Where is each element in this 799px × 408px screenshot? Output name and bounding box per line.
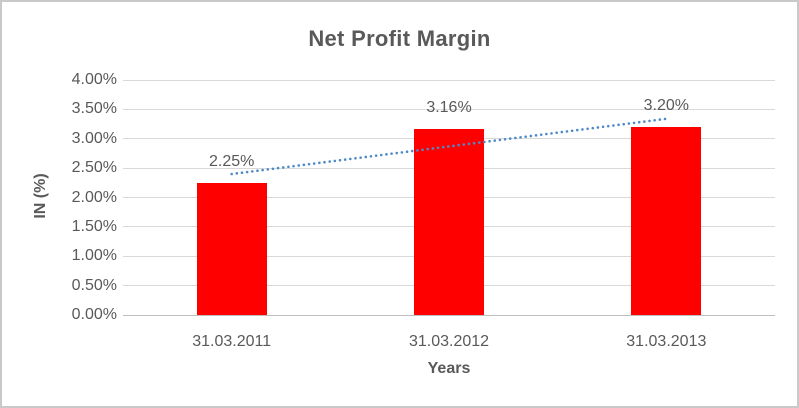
y-tick-label: 1.00% [71,247,117,265]
y-tick-label: 4.00% [71,71,117,88]
y-tick-label: 3.50% [71,100,117,118]
bar-31.03.2013 [631,127,702,315]
data-label: 3.20% [643,97,690,114]
x-tick-label: 31.03.2013 [626,333,707,350]
data-label: 3.16% [426,99,472,117]
data-label: 2.25% [208,152,255,170]
x-axis-title: Years [427,360,471,377]
y-tick-label: 2.00% [71,188,117,206]
y-tick-label: 2.50% [71,159,117,177]
y-tick-label: 0.00% [71,306,117,323]
x-axis-line [123,314,775,316]
gridline [123,108,775,110]
gridline [123,79,775,81]
trendline [230,117,668,176]
bar-31.03.2011 [196,182,267,315]
bar-31.03.2012 [414,129,484,315]
y-tick-label: 3.00% [71,129,117,147]
plot-area: 2.25% 3.16% 3.20% [123,79,775,316]
x-tick-label: 31.03.2011 [192,333,272,350]
chart-title: Net Profit Margin [308,26,491,51]
x-tick-label: 31.03.2012 [408,333,490,350]
y-tick-label: 1.50% [71,217,117,235]
y-tick-label: 0.50% [71,276,117,294]
